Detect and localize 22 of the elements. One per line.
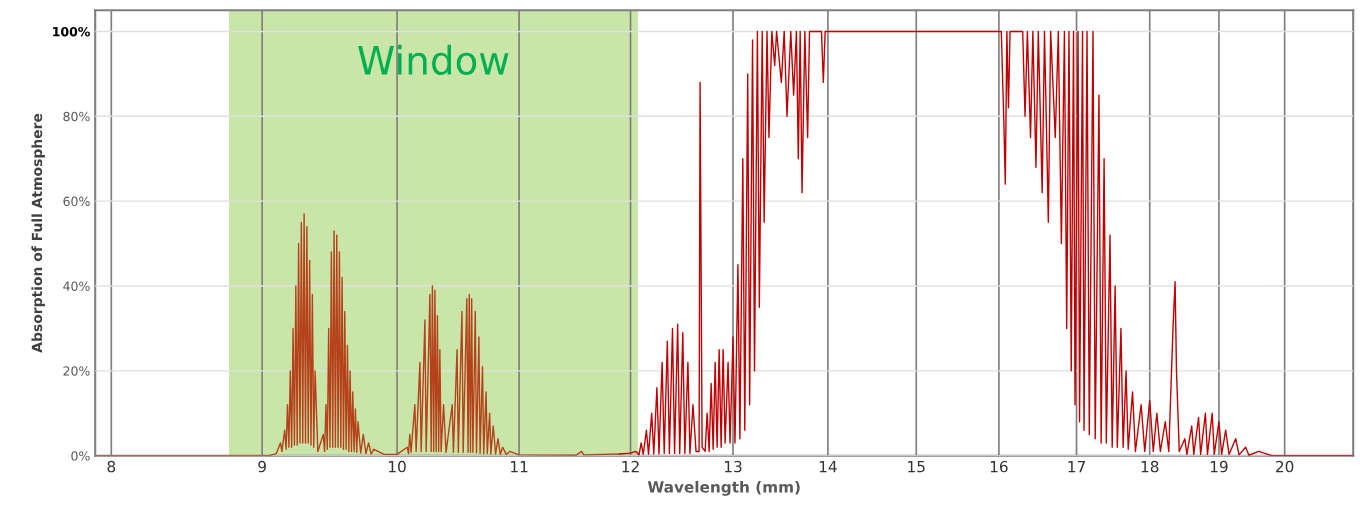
x-tick-label: 18 <box>1141 460 1159 473</box>
x-tick-label: 10 <box>389 460 406 473</box>
x-tick-label: 13 <box>724 460 742 473</box>
x-tick-label: 14 <box>819 461 837 473</box>
x-tick-label: 8 <box>107 460 116 473</box>
y-tick-label: 20% <box>63 366 90 376</box>
x-tick-label: 15 <box>908 461 925 473</box>
x-tick-label: 19 <box>1210 460 1228 473</box>
y-tick-label: 60% <box>63 196 90 207</box>
x-tick-label: 16 <box>990 460 1008 473</box>
y-tick-label: 100% <box>53 26 90 37</box>
y-tick-label: 80% <box>63 111 90 122</box>
x-axis-title: Wavelength (mm) <box>647 480 800 496</box>
y-tick-label: 0% <box>71 451 90 461</box>
x-tick-label: 9 <box>258 460 266 473</box>
y-tick-label: 40% <box>63 281 90 291</box>
y-axis-title: Absorption of Full Atmosphere <box>31 113 45 353</box>
x-tick-label: 20 <box>1276 460 1294 473</box>
x-tick-label: 12 <box>622 460 639 473</box>
x-tick-label: 17 <box>1068 461 1085 473</box>
x-tick-label: 11 <box>511 461 528 473</box>
band-label: Window <box>358 44 509 75</box>
